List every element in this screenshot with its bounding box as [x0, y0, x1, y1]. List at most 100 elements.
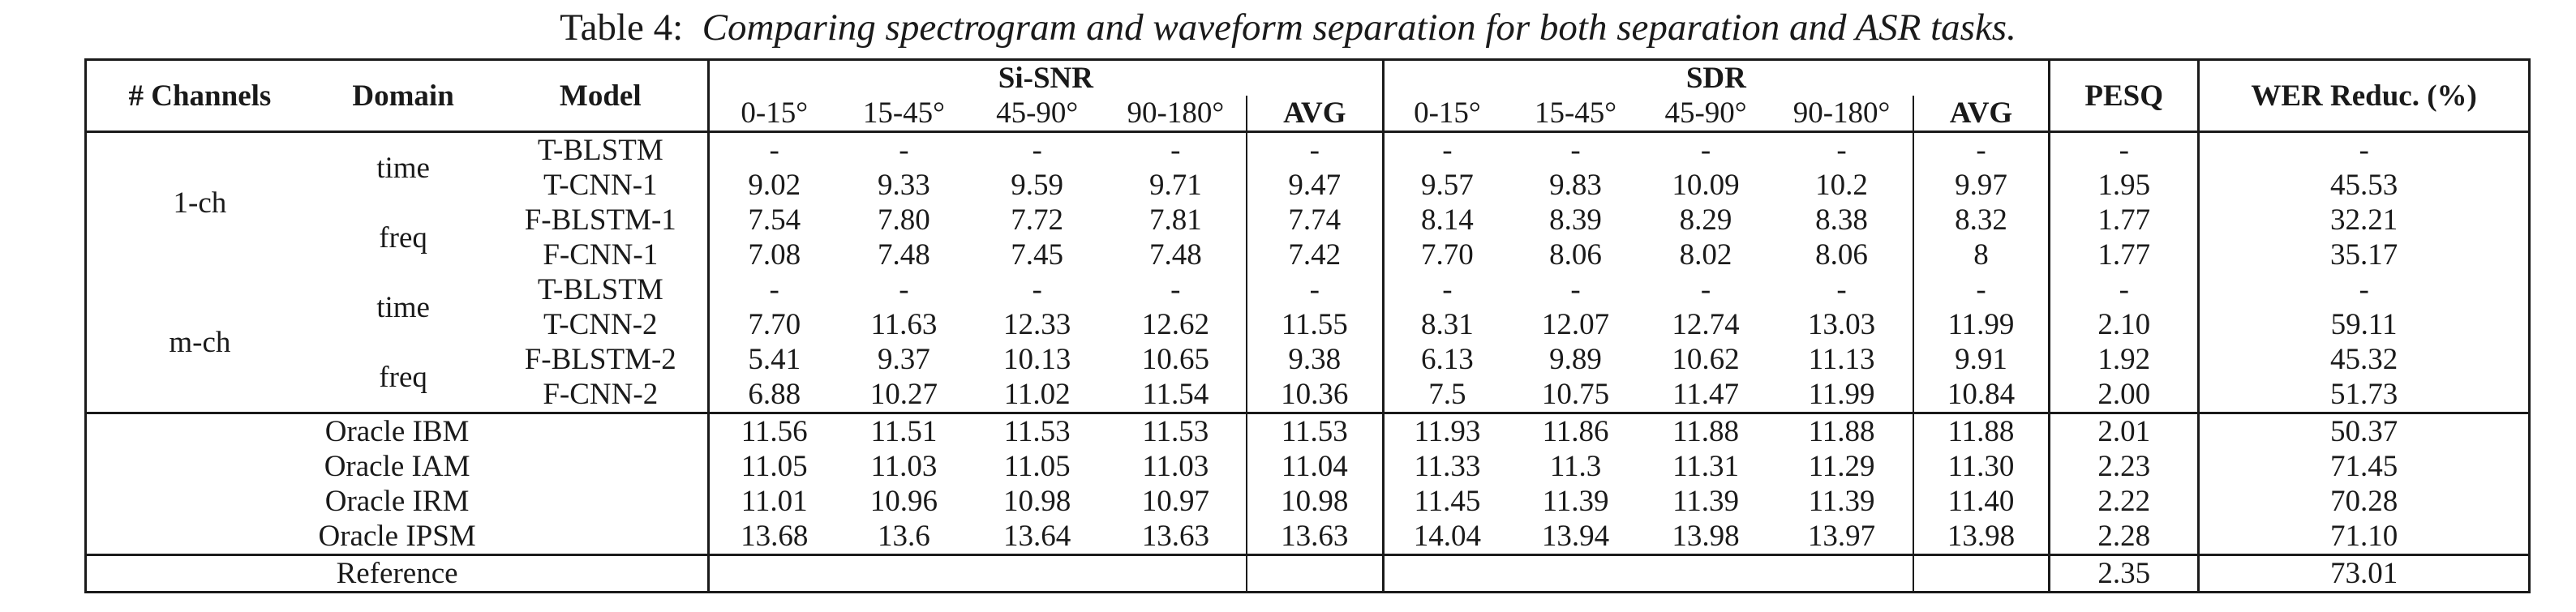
- value-cell: 8.06: [1815, 238, 1868, 272]
- value-cell: 71.10: [2197, 519, 2530, 555]
- value-cell: -: [899, 273, 909, 306]
- value-cell: 11.13: [1808, 343, 1875, 376]
- value-cell: 9.83: [1549, 169, 1602, 202]
- avg-value-cell: 8: [1912, 238, 2050, 272]
- results-table: # Channels Domain Model Si-SNR SDR PESQ …: [84, 58, 2531, 593]
- value-cell: 35.17: [2197, 238, 2530, 272]
- sdr-sub-header: 45-90°: [1664, 96, 1747, 130]
- model-cell: T-BLSTM: [537, 134, 663, 167]
- value-cell: 6.13: [1381, 342, 1511, 377]
- model-cell: Oracle IAM: [324, 450, 470, 483]
- reference-pesq: 2.35: [2048, 554, 2199, 593]
- domain-label-time: time: [376, 151, 430, 185]
- value-cell: 11.39: [1672, 485, 1739, 518]
- model-cell: T-CNN-2: [543, 308, 658, 341]
- value-cell: 10.27: [869, 378, 938, 411]
- value-cell: 7.72: [1011, 203, 1064, 237]
- table-row: Oracle IPSM 13.68 13.6 13.64 13.63 13.63 14.0…: [86, 519, 2530, 555]
- table-row: Oracle IAM 11.05 11.03 11.05 11.03 11.04 11.3…: [86, 449, 2530, 484]
- avg-value-cell: 11.99: [1912, 307, 2050, 342]
- value-cell: -: [1570, 134, 1581, 167]
- value-cell: 11.39: [1808, 485, 1875, 518]
- value-cell: 12.74: [1672, 308, 1740, 341]
- value-cell: -: [1170, 273, 1181, 306]
- value-cell: 7.80: [878, 203, 930, 237]
- avg-value-cell: -: [1912, 131, 2050, 168]
- sisnr-sub-header: 15-45°: [862, 96, 945, 130]
- value-cell: 45.32: [2197, 342, 2530, 377]
- value-cell: 13.63: [1141, 520, 1209, 553]
- value-cell: 11.93: [1381, 413, 1511, 449]
- value-cell: 45.53: [2197, 168, 2530, 203]
- value-cell: 11.47: [1672, 378, 1739, 411]
- table-row: Oracle IRM 11.01 10.96 10.98 10.97 10.98 11.4…: [86, 484, 2530, 519]
- table-row: m-ch time T-BLSTM ------------: [86, 272, 2530, 359]
- avg-value-cell: 13.98: [1912, 519, 2050, 555]
- value-cell: 7.45: [1011, 238, 1064, 272]
- col-header-pesq: PESQ: [2048, 59, 2199, 132]
- value-cell: 7.08: [707, 238, 839, 272]
- value-cell: 9.02: [707, 168, 839, 203]
- sdr-sub-header: 0-15°: [1381, 96, 1511, 132]
- col-header-sisnr: Si-SNR: [707, 59, 1384, 96]
- avg-value-cell: 9.91: [1912, 342, 2050, 377]
- avg-value-cell: 11.40: [1912, 484, 2050, 519]
- value-cell: 8.14: [1381, 203, 1511, 238]
- value-cell: 14.04: [1381, 519, 1511, 555]
- value-cell: 11.01: [707, 484, 839, 519]
- value-cell: -: [1570, 273, 1581, 306]
- value-cell: 71.45: [2197, 449, 2530, 484]
- value-cell: 11.39: [1542, 485, 1609, 518]
- value-cell: 1.77: [2048, 203, 2199, 238]
- value-cell: 11.99: [1808, 378, 1875, 411]
- reference-wer: 73.01: [2197, 554, 2530, 593]
- model-cell: T-CNN-1: [543, 169, 658, 202]
- value-cell: 7.54: [707, 203, 839, 238]
- caption-label: Table 4:: [560, 6, 684, 49]
- value-cell: 11.54: [1142, 378, 1209, 411]
- model-cell: F-CNN-1: [543, 238, 659, 272]
- value-cell: 10.62: [1672, 343, 1740, 376]
- avg-value-cell: 10.98: [1246, 484, 1384, 519]
- value-cell: 2.01: [2048, 413, 2199, 449]
- value-cell: 10.09: [1672, 169, 1740, 202]
- header-row-1: # Channels Domain Model Si-SNR SDR PESQ …: [86, 59, 2530, 132]
- value-cell: 8.06: [1549, 238, 1602, 272]
- value-cell: -: [2048, 131, 2199, 168]
- domain-label-freq: freq: [379, 360, 427, 394]
- sisnr-sub-header: 45-90°: [996, 96, 1079, 130]
- value-cell: -: [899, 134, 909, 167]
- table-row: T-CNN-2 7.70 11.63 12.33 12.62 11.55 8.31 12.0…: [86, 307, 2530, 342]
- group-label-mch: m-ch: [169, 325, 231, 359]
- table-row: F-CNN-2 6.88 10.27 11.02 11.54 10.36 7.5 10.75…: [86, 377, 2530, 413]
- value-cell: 12.33: [1003, 308, 1071, 341]
- value-cell: 10.65: [1141, 343, 1209, 376]
- value-cell: 5.41: [707, 342, 839, 377]
- col-header-model: Model: [559, 79, 642, 113]
- avg-value-cell: -: [1246, 131, 1384, 168]
- value-cell: -: [2048, 272, 2199, 307]
- avg-value-cell: 11.88: [1912, 413, 2050, 449]
- col-header-sdr: SDR: [1381, 59, 2050, 96]
- value-cell: 13.97: [1807, 520, 1876, 553]
- reference-row: Reference 2.35 73.01: [85, 554, 2530, 593]
- value-cell: 11.88: [1808, 415, 1875, 448]
- model-cell: F-BLSTM-1: [524, 203, 676, 237]
- avg-value-cell: 9.38: [1246, 342, 1384, 377]
- value-cell: -: [1836, 273, 1847, 306]
- value-cell: 11.03: [870, 450, 938, 483]
- avg-value-cell: 11.04: [1246, 449, 1384, 484]
- value-cell: 59.11: [2197, 307, 2530, 342]
- col-header-domain: Domain: [352, 79, 454, 113]
- value-cell: 10.97: [1141, 485, 1209, 518]
- avg-value-cell: 7.74: [1246, 203, 1384, 238]
- table-row: F-CNN-1 7.08 7.48 7.45 7.48 7.42 7.70 8.06 8.02…: [86, 238, 2530, 272]
- value-cell: 6.88: [707, 377, 839, 413]
- value-cell: 11.51: [870, 415, 938, 448]
- table-row: T-CNN-1 9.02 9.33 9.59 9.71 9.47 9.57 9.83 10.0…: [86, 168, 2530, 203]
- value-cell: -: [1170, 134, 1181, 167]
- value-cell: -: [1700, 273, 1711, 306]
- empty-cell: [1912, 554, 2050, 593]
- value-cell: 11.86: [1542, 415, 1609, 448]
- value-cell: 7.70: [1381, 238, 1511, 272]
